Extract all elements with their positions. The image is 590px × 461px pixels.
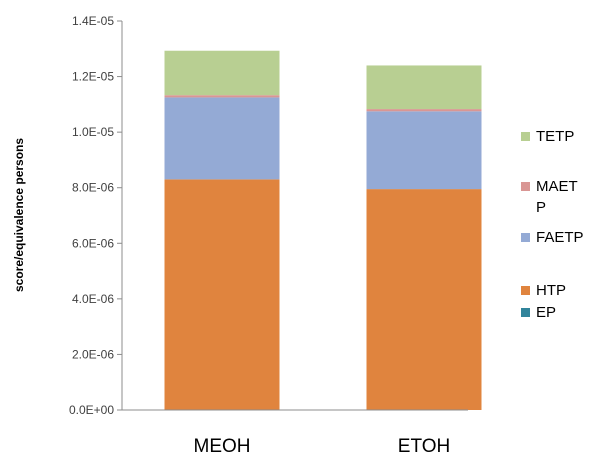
legend-label: FAETP — [536, 229, 584, 246]
legend-item-tetp: TETP — [521, 128, 574, 145]
bar-segment-maetp-meoh — [164, 95, 280, 98]
bar-segment-tetp-etoh — [366, 65, 482, 110]
legend-swatch — [521, 233, 530, 242]
legend-item-ep: EP — [521, 304, 556, 321]
legend-label: P — [536, 199, 546, 216]
bar-segment-faetp-meoh — [164, 97, 280, 180]
y-tick-label: 1.0E-05 — [72, 125, 114, 139]
legend-item-faetp: FAETP — [521, 229, 584, 246]
y-tick-label: 6.0E-06 — [72, 236, 114, 250]
legend-label: EP — [536, 304, 556, 321]
legend-item-maetp: MAET P — [521, 178, 578, 216]
y-tick-label: 0.0E+00 — [69, 403, 114, 417]
y-tick-label: 1.4E-05 — [72, 14, 114, 28]
legend-label: MAET — [536, 178, 578, 195]
legend-label: HTP — [536, 282, 566, 299]
legend-label: TETP — [536, 128, 574, 145]
legend-item-htp: HTP — [521, 282, 566, 299]
bar-segment-maetp-etoh — [366, 109, 482, 112]
y-ticks-group: 0.0E+00 2.0E-06 4.0E-06 6.0E-06 8.0E-06 1.0E-… — [69, 14, 122, 417]
legend-swatch — [521, 132, 530, 141]
axes-group — [121, 21, 468, 411]
legend-swatch — [521, 286, 530, 295]
y-tick-label: 1.2E-05 — [72, 70, 114, 84]
x-tick-labels-group: MEOH ETOH — [194, 436, 451, 457]
bar-segment-htp-meoh — [164, 179, 280, 410]
legend-swatch — [521, 182, 530, 191]
legend-swatch — [521, 308, 530, 317]
bar-segment-faetp-etoh — [366, 111, 482, 190]
bar-segment-tetp-meoh — [164, 50, 280, 96]
y-tick-label: 8.0E-06 — [72, 181, 114, 195]
x-tick-label: MEOH — [194, 436, 251, 457]
y-tick-label: 2.0E-06 — [72, 347, 114, 361]
bar-segment-htp-etoh — [366, 189, 482, 410]
bars-group — [164, 50, 482, 410]
y-tick-label: 4.0E-06 — [72, 292, 114, 306]
y-axis-label: score/equivalence persons — [12, 138, 26, 292]
legend: TETP MAET P FAETP HTP EP — [521, 128, 584, 321]
x-tick-label: ETOH — [398, 436, 450, 457]
